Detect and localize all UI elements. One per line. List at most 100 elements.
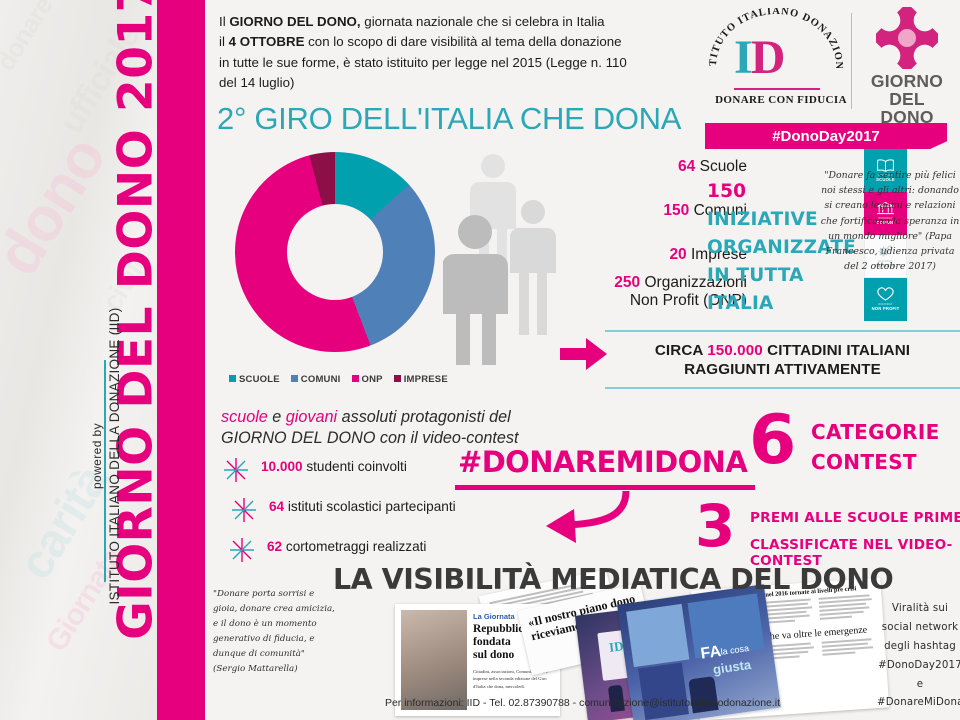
- sg-word-scuole: scuole: [221, 408, 268, 426]
- list-item-text: 64 istituti scolastici partecipanti: [269, 499, 456, 514]
- legend-swatch: [351, 375, 359, 382]
- categorie-number: 6: [749, 401, 797, 480]
- badge-scuole: DONODAY SCUOLE: [864, 149, 907, 192]
- stat-num-onp: 250: [614, 274, 641, 291]
- clipping-headline-1: Repubblica: [473, 623, 530, 635]
- iid-monogram: ID: [734, 31, 786, 84]
- bullet-num-2: 64: [269, 499, 285, 514]
- badge-sub-imprese: DONODAY: [878, 259, 893, 263]
- pope-quote: "Donare fa sentire più felici noi stessi…: [820, 170, 960, 273]
- premi-line2: CLASSIFICATE NEL VIDEO-CONTEST: [750, 537, 953, 569]
- asterisk-star-icon: [232, 498, 256, 522]
- viralita-text: Viralità sui social network degli hashta…: [877, 603, 960, 709]
- legend-item-scuole: SCUOLE: [229, 374, 280, 385]
- badge-title-scuole: SCUOLE: [876, 177, 895, 183]
- gdd-line-2: DEL DONO: [880, 88, 934, 127]
- legend-swatch: [393, 375, 401, 382]
- stat-label-comuni: Comuni: [689, 202, 747, 219]
- intro-paragraph: Il GIORNO DEL DONO, giornata nazionale c…: [219, 12, 709, 93]
- arrow-right-icon: [560, 338, 607, 370]
- stat-label-imprese: Imprese: [686, 246, 747, 263]
- person-medium-icon: [510, 200, 556, 335]
- clipping-headline-3: sul dono: [473, 649, 515, 662]
- logo-divider: [851, 13, 852, 109]
- person-front-large-icon: [442, 215, 508, 366]
- iniziative-number: 150: [707, 181, 747, 202]
- badge-sub-non-profit: DONODAY: [878, 302, 893, 306]
- iid-rule: [734, 88, 820, 90]
- intro-line3: in tutte le sue forme, è stato istituito…: [219, 54, 627, 70]
- badge-title-comuni: COMUNI: [876, 220, 895, 226]
- circa-pre: CIRCA: [654, 342, 708, 359]
- clipping-kicker: La Giornata: [473, 612, 515, 621]
- clipping-body: Cittadini, associazioni, Comuni, scuole …: [473, 669, 549, 689]
- badge-comuni: DONODAY COMUNI: [864, 192, 907, 235]
- organization-name: ISTITUTO ITALIANO DELLA DONAZIONE (IID): [107, 307, 122, 605]
- curved-arrow-down-left-icon: [546, 490, 630, 543]
- iid-tagline: DONARE CON FIDUCIA: [715, 94, 847, 106]
- people-silhouettes: [442, 150, 573, 366]
- premi-number: 3: [695, 492, 736, 560]
- logo-block: ISTITUTO ITALIANO DONAZIONE ID DONARE CO…: [701, 2, 951, 157]
- list-item: 10.000 studenti coinvolti: [223, 455, 523, 495]
- circa-line2: RAGGIUNTI ATTIVAMENTE: [684, 361, 881, 378]
- legend-swatch: [229, 375, 236, 382]
- badge-imprese: DONODAY IMPRESE: [864, 235, 907, 278]
- badge-sub-scuole: DONODAY: [878, 173, 893, 177]
- donaremidona-underline: [455, 485, 755, 490]
- bullet-num-1: 10.000: [261, 459, 303, 474]
- legend-item-onp: ONP: [351, 374, 383, 385]
- left-rail-background: dono carità ufficiale civile donare Gior…: [0, 0, 157, 720]
- legend-label: COMUNI: [300, 374, 341, 385]
- bullet-text-3: cortometraggi realizzati: [282, 539, 427, 554]
- categorie-line2: CONTEST: [811, 450, 917, 474]
- section-heading: 2° GIRO DELL'ITALIA CHE DONA: [217, 101, 682, 136]
- categorie-line1: CATEGORIE: [811, 420, 940, 444]
- book-icon: [877, 159, 894, 172]
- hashtag-banner: #DonoDay2017: [705, 123, 947, 149]
- clipping-photo: [401, 610, 467, 710]
- iid-letter-d: D: [750, 31, 786, 84]
- stat-row-comuni: 150 Comuni: [663, 202, 747, 220]
- watermark-text: donare: [0, 0, 59, 76]
- gdd-line-1: GIORNO: [870, 71, 944, 91]
- stat-num-scuole: 64: [678, 158, 696, 175]
- building-icon: [877, 201, 894, 214]
- donaremidona-hashtag: #DONAREMIDONA: [458, 445, 748, 479]
- circa-number: 150.000: [707, 342, 763, 359]
- intro-line2-c: con lo scopo di dare visibilità al tema …: [304, 34, 622, 50]
- list-item-text: 62 cortometraggi realizzati: [267, 539, 426, 554]
- stat-label-onp-2: Non Profit (ONP): [629, 292, 747, 310]
- stat-label-scuole: Scuole: [695, 158, 747, 175]
- bullet-text-2: istituti scolastici partecipanti: [284, 499, 456, 514]
- heart-icon: [877, 287, 894, 301]
- mattarella-quote: "Donare porta sorrisi e gioia, donare cr…: [213, 589, 335, 674]
- badge-column: DONODAY SCUOLE DONODAY COMUNI DONODAY IM…: [864, 149, 907, 321]
- badge-title-non-profit: NON PROFIT: [871, 306, 900, 312]
- intro-line4: del 14 luglio): [219, 75, 295, 91]
- list-item: 64 istituti scolastici partecipanti: [231, 495, 523, 535]
- donut-ring: [235, 152, 435, 352]
- circa-block: CIRCA 150.000 CITTADINI ITALIANI RAGGIUN…: [605, 330, 960, 389]
- iniziative-word: INIZIATIVE: [707, 209, 818, 231]
- circa-post: CITTADINI ITALIANI: [762, 342, 911, 359]
- premi-line1: PREMI ALLE SCUOLE PRIME: [750, 510, 960, 526]
- sg-rest: assoluti protagonisti del: [337, 408, 511, 426]
- stat-num-imprese: 20: [669, 246, 687, 263]
- rail-credit: powered by ISTITUTO ITALIANO DELLA DONAZ…: [90, 246, 122, 666]
- list-item-text: 10.000 studenti coinvolti: [261, 459, 407, 474]
- badge-non-profit: DONODAY NON PROFIT: [864, 278, 907, 321]
- bullet-list: 10.000 studenti coinvolti 64 istituti sc…: [223, 455, 523, 575]
- chart-legend: SCUOLE COMUNI ONP IMPRESE: [229, 374, 453, 385]
- sg-word-giovani: giovani: [285, 408, 338, 426]
- asterisk-star-icon: [230, 538, 254, 562]
- stat-row-imprese: 20 Imprese: [669, 246, 747, 264]
- intro-line2-a: il: [219, 34, 229, 50]
- intro-line1-c: giornata nazionale che si celebra in Ita…: [360, 14, 605, 29]
- stat-row-scuole: 64 Scuole: [678, 158, 747, 176]
- iniziative-line2: ORGANIZZATE: [707, 237, 857, 259]
- badge-title-imprese: IMPRESE: [875, 263, 896, 269]
- gears-icon: [878, 245, 893, 257]
- circa-bottom-rule: [605, 387, 960, 389]
- legend-swatch: [290, 375, 298, 382]
